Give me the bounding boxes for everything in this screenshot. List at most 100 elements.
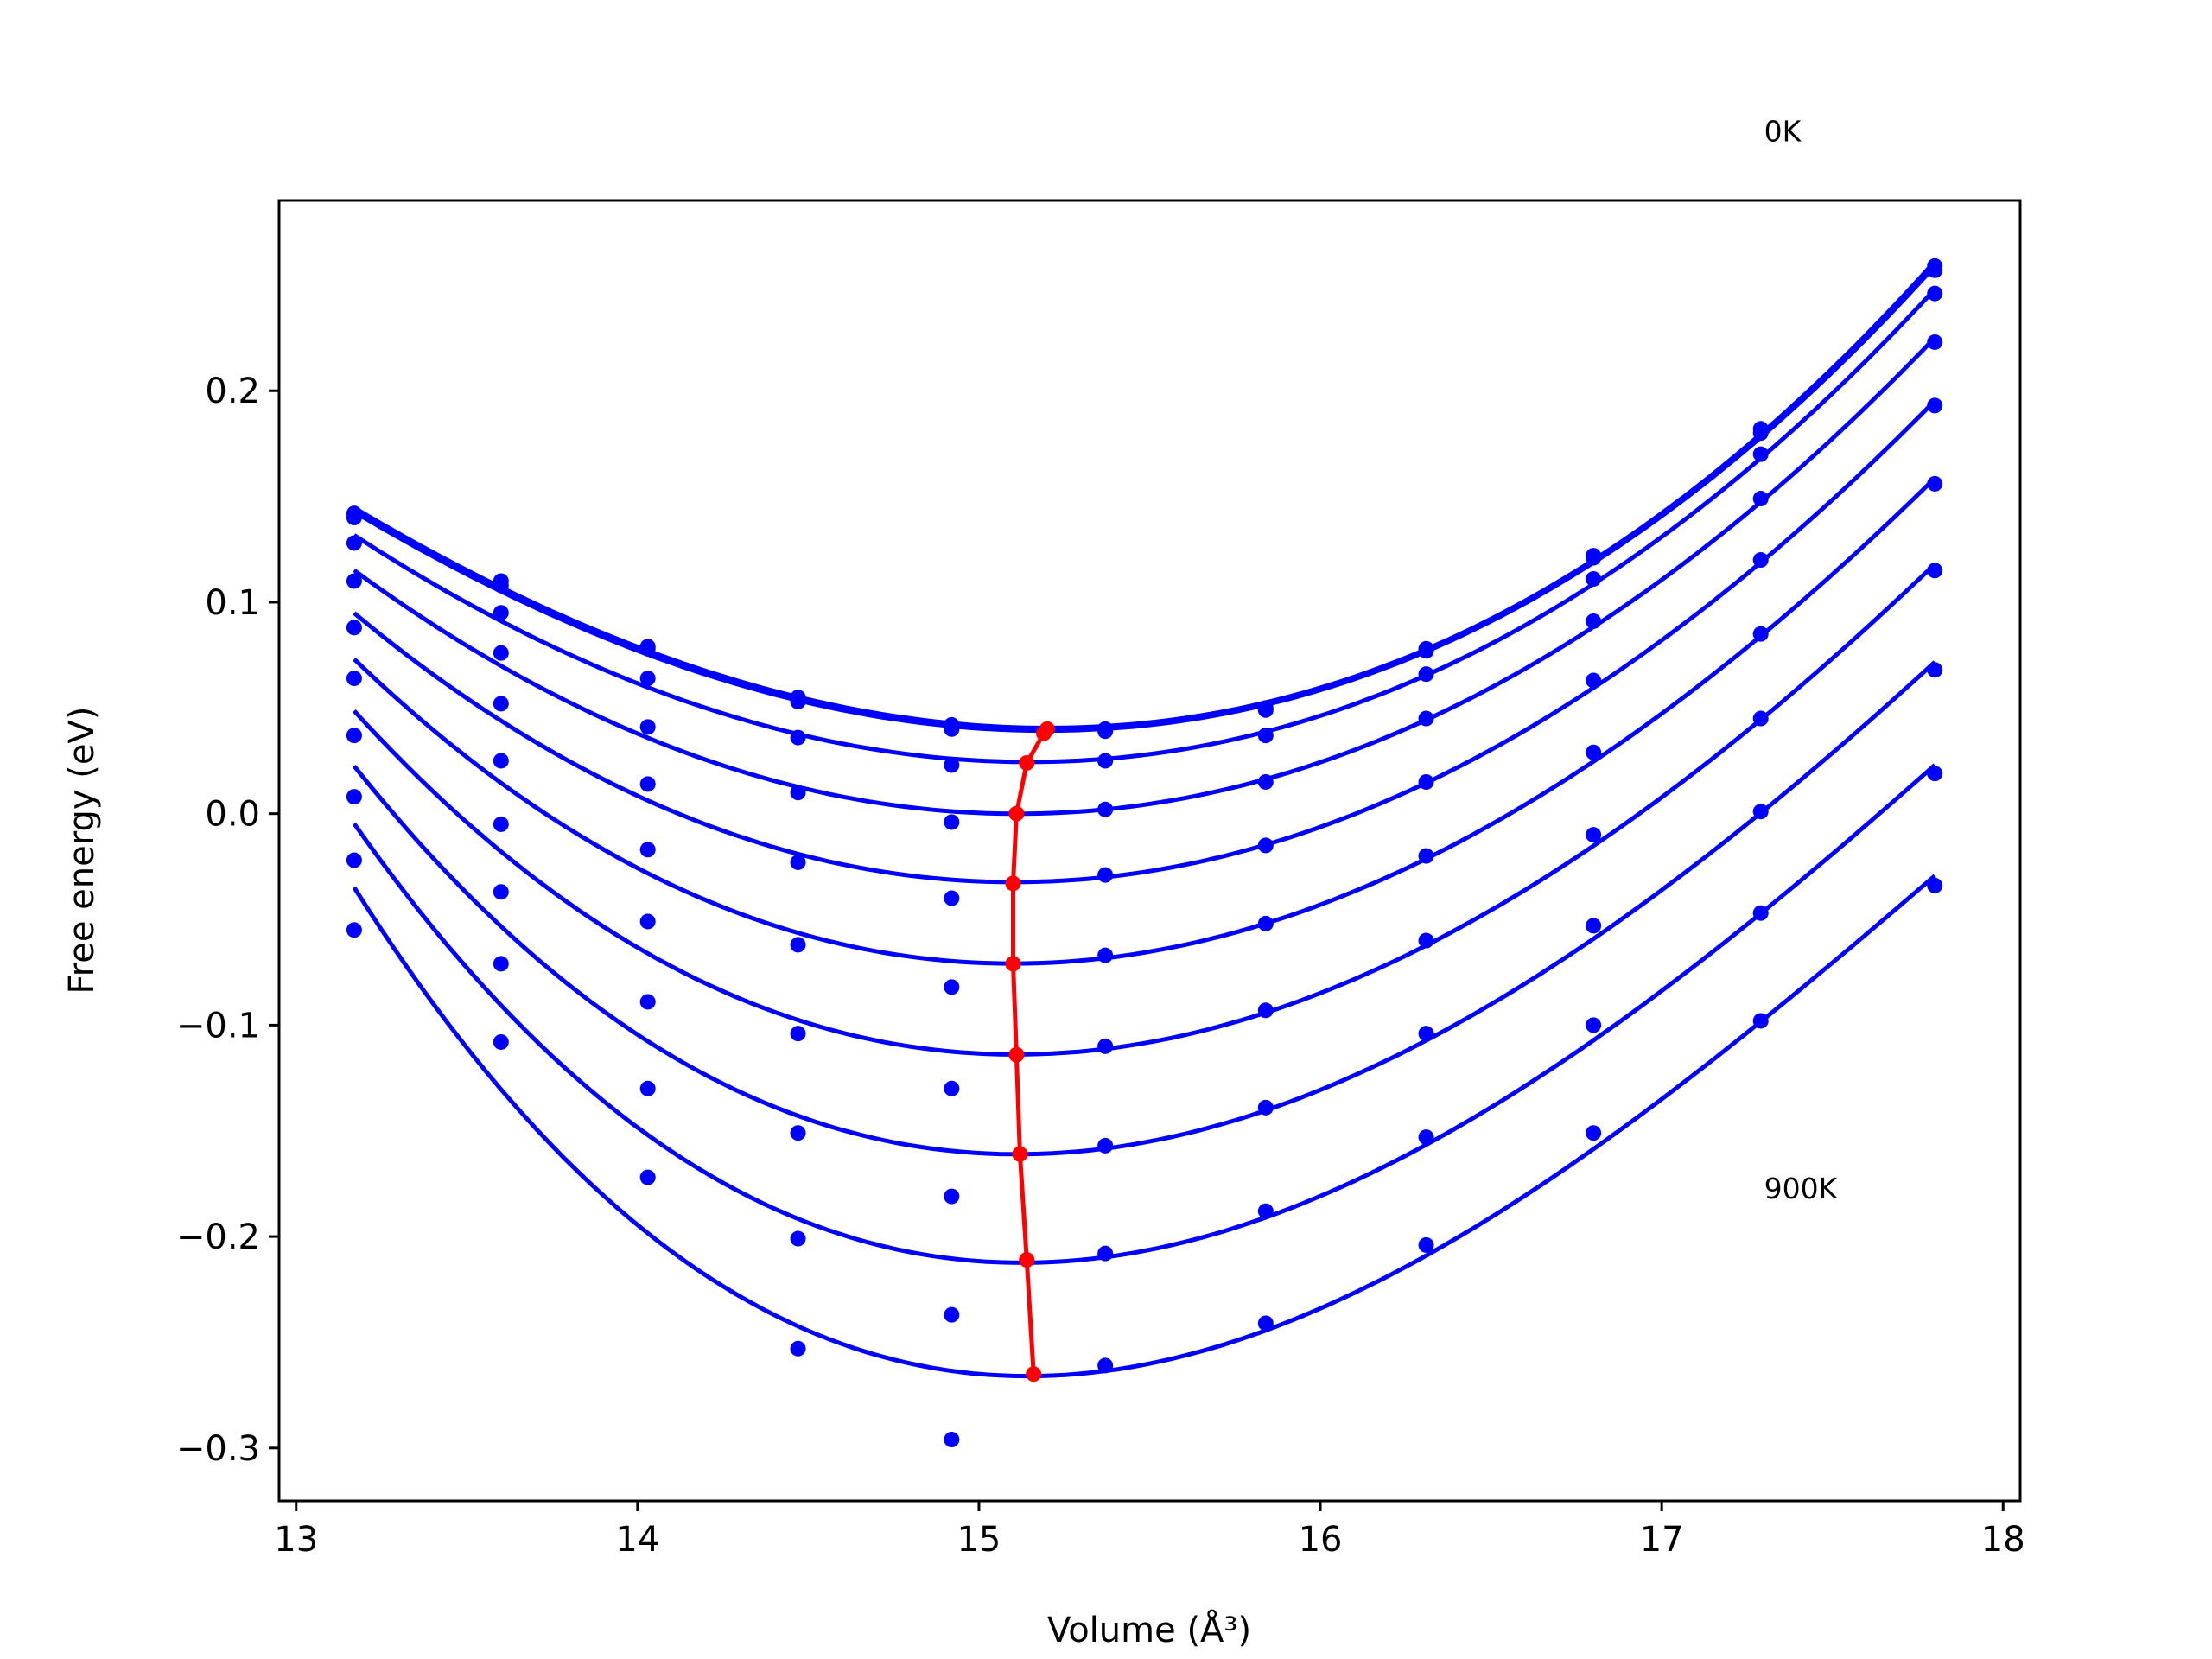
data-point <box>790 1340 806 1357</box>
x-tick-label: 15 <box>957 1520 1001 1560</box>
data-point <box>790 693 806 709</box>
data-point <box>944 814 960 830</box>
data-point <box>1752 710 1769 727</box>
data-point <box>639 1169 656 1185</box>
fit-curves <box>352 259 1937 1379</box>
fit-curve-900K <box>352 874 1936 1379</box>
data-point <box>944 1080 960 1096</box>
data-point <box>1418 643 1434 659</box>
data-point <box>1586 918 1602 934</box>
data-point <box>346 789 362 805</box>
data-point <box>1752 552 1769 569</box>
data-point <box>1257 1203 1274 1219</box>
fit-curve-0K <box>353 259 1937 730</box>
data-point <box>1586 1125 1602 1141</box>
data-point <box>1418 666 1434 683</box>
data-point <box>1257 702 1274 718</box>
data-point <box>944 757 960 773</box>
fit-curve-800K <box>352 763 1936 1265</box>
data-point <box>1418 710 1434 727</box>
data-point <box>639 671 656 687</box>
data-point <box>1927 563 1943 579</box>
x-tick-label: 14 <box>615 1520 659 1560</box>
y-axis-label: Free energy (eV) <box>62 707 102 995</box>
data-point <box>1257 837 1274 854</box>
data-point <box>639 640 656 657</box>
data-point <box>1418 932 1434 949</box>
data-point <box>639 776 656 792</box>
data-point <box>1752 626 1769 642</box>
data-point <box>1097 947 1114 963</box>
data-point <box>493 816 509 832</box>
data-point <box>790 1230 806 1247</box>
y-axis-ticks: −0.3 −0.2 −0.1 0.0 0.1 0.2 <box>176 372 279 1469</box>
y-tick-label: −0.3 <box>176 1429 260 1469</box>
minimum-point <box>1005 875 1021 892</box>
temperature-annotation: 0K <box>1764 114 1802 148</box>
data-point <box>1752 1013 1769 1029</box>
data-point <box>1927 662 1943 678</box>
data-point <box>1257 773 1274 790</box>
data-point <box>639 842 656 858</box>
data-point <box>1586 571 1602 588</box>
data-point <box>493 577 509 594</box>
data-point <box>1586 550 1602 566</box>
data-point <box>790 937 806 953</box>
data-point <box>346 510 362 526</box>
annotations: 0K 900K <box>1764 114 1839 1205</box>
y-tick-label: 0.1 <box>205 583 260 623</box>
data-point <box>1586 744 1602 760</box>
data-point <box>493 1033 509 1050</box>
data-point <box>1586 1017 1602 1033</box>
data-point <box>1097 1137 1114 1154</box>
data-point <box>493 753 509 769</box>
data-point <box>944 1432 960 1448</box>
data-point <box>346 620 362 636</box>
data-point <box>346 573 362 589</box>
x-axis-label: Volume (Å³) <box>1047 1609 1251 1650</box>
x-axis-ticks: 13 14 15 16 17 18 <box>274 1501 2025 1560</box>
data-point <box>944 721 960 737</box>
data-point <box>1927 334 1943 350</box>
data-point <box>790 729 806 746</box>
fit-curve-500K <box>353 476 1936 966</box>
data-point <box>790 854 806 870</box>
minimum-path-line <box>1011 728 1049 1375</box>
data-point <box>493 645 509 661</box>
data-point <box>346 671 362 687</box>
data-point <box>639 1080 656 1096</box>
data-point <box>346 535 362 551</box>
minimum-point <box>1008 1046 1025 1063</box>
data-point <box>1752 425 1769 442</box>
data-point <box>1927 766 1943 782</box>
data-point <box>1097 1038 1114 1054</box>
data-point <box>1257 915 1274 931</box>
data-point <box>1752 804 1769 820</box>
x-tick-label: 13 <box>274 1520 318 1560</box>
data-point <box>1927 397 1943 414</box>
x-tick-label: 18 <box>1981 1520 2025 1560</box>
data-point <box>346 852 362 868</box>
x-tick-label: 17 <box>1640 1520 1684 1560</box>
data-point <box>493 884 509 900</box>
fit-curve-300K <box>353 336 1937 817</box>
y-tick-label: 0.2 <box>205 372 260 411</box>
data-point <box>1097 867 1114 883</box>
data-point <box>1418 1026 1434 1042</box>
data-point <box>1418 1236 1434 1253</box>
y-tick-label: −0.2 <box>176 1217 260 1257</box>
y-tick-label: −0.1 <box>176 1006 260 1046</box>
data-point <box>1927 475 1943 492</box>
data-point <box>1752 905 1769 921</box>
data-point <box>790 785 806 801</box>
data-point <box>1257 728 1274 744</box>
minimum-point <box>1019 754 1035 771</box>
data-point <box>1097 801 1114 817</box>
data-point <box>1257 1002 1274 1019</box>
data-point <box>1752 491 1769 507</box>
temperature-annotation: 900K <box>1764 1172 1839 1205</box>
data-point <box>790 1026 806 1042</box>
fit-curve-100K <box>353 264 1937 734</box>
minimum-point <box>1005 956 1021 972</box>
